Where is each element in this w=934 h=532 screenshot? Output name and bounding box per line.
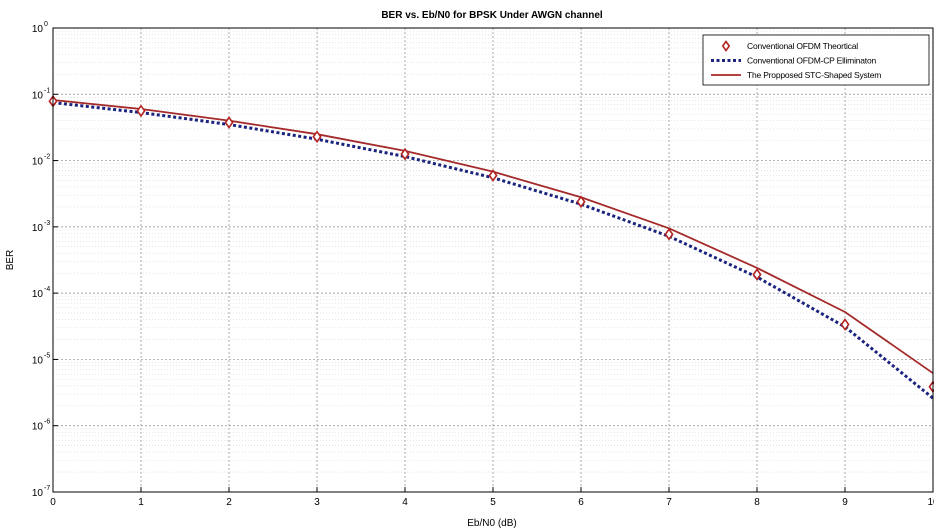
data-point-ofdm-theoretical — [840, 318, 850, 331]
x-tick-label: 0 — [50, 497, 56, 508]
x-tick-label: 3 — [314, 497, 320, 508]
data-point-ofdm-theoretical — [224, 116, 234, 129]
y-tick-label: 10 — [32, 157, 44, 168]
plot-area — [48, 27, 934, 493]
x-tick-label: 10 — [927, 497, 934, 508]
x-axis-label: Eb/N0 (dB) — [467, 518, 516, 529]
y-tick-exponent: -5 — [44, 352, 50, 359]
x-tick-label: 7 — [666, 497, 672, 508]
y-tick-label: 10 — [32, 355, 44, 366]
data-point-ofdm-theoretical — [664, 227, 674, 241]
x-axis: 0 1 2 3 4 5 6 7 8 9 10 — [50, 487, 934, 508]
y-tick-exponent: 0 — [44, 21, 48, 28]
data-point-ofdm-theoretical — [136, 104, 146, 118]
x-tick-label: 9 — [842, 497, 848, 508]
series-layer — [48, 94, 934, 400]
data-point-ofdm-theoretical — [488, 169, 498, 182]
y-tick-label: 10 — [32, 488, 44, 499]
y-tick-exponent: -4 — [44, 286, 50, 293]
y-axis-label: BER — [5, 250, 16, 271]
legend: Conventional OFDM Theortical Conventional… — [702, 34, 930, 86]
y-tick-label: 10 — [32, 422, 44, 433]
x-tick-label: 1 — [138, 497, 144, 508]
x-tick-label: 8 — [754, 497, 760, 508]
x-tick-label: 2 — [226, 497, 232, 508]
chart-title: BER vs. Eb/N0 for BPSK Under AWGN channe… — [381, 10, 603, 21]
y-tick-label: 10 — [32, 223, 44, 234]
y-tick-exponent: -3 — [44, 220, 50, 227]
legend-entry-label: Conventional OFDM-CP Elliminaton — [747, 56, 876, 66]
y-tick-label: 10 — [32, 24, 44, 35]
y-tick-label: 10 — [32, 289, 44, 300]
legend-marker-diamond — [721, 40, 731, 52]
y-tick-exponent: -2 — [44, 154, 50, 161]
x-tick-label: 4 — [402, 497, 408, 508]
x-tick-label: 5 — [490, 497, 496, 508]
y-tick-exponent: -7 — [44, 485, 50, 492]
legend-entry-label: The Propposed STC-Shaped System — [747, 70, 881, 80]
x-tick-label: 6 — [578, 497, 584, 508]
data-point-ofdm-theoretical — [576, 195, 586, 209]
data-point-ofdm-theoretical — [312, 130, 322, 144]
legend-entry-label: Conventional OFDM Theortical — [747, 41, 858, 51]
y-tick-label: 10 — [32, 90, 44, 101]
y-tick-exponent: -6 — [44, 419, 50, 426]
data-point-ofdm-theoretical — [752, 268, 762, 281]
y-tick-exponent: -1 — [44, 87, 50, 94]
data-point-ofdm-theoretical — [400, 147, 410, 161]
